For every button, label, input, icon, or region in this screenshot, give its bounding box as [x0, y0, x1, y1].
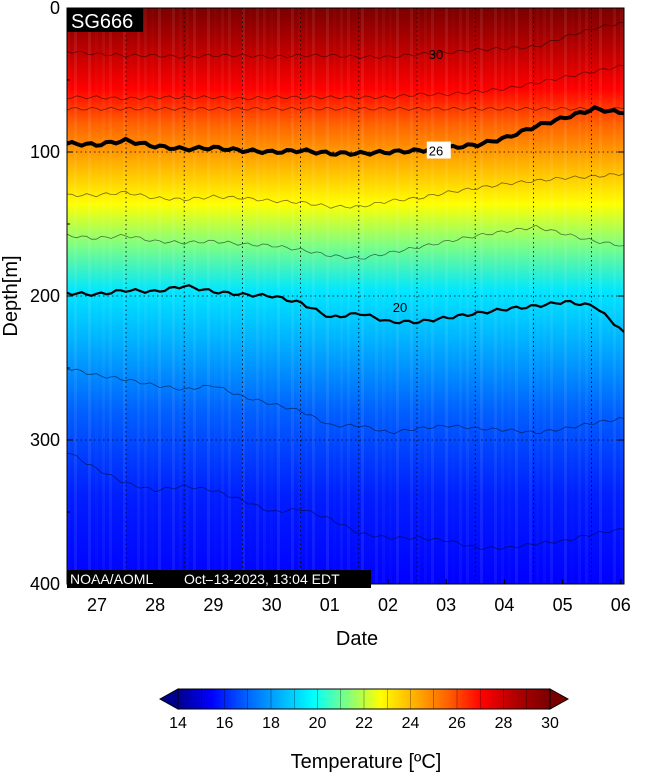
contour-label-bg — [426, 141, 451, 159]
contour-label: 26 — [429, 144, 443, 159]
colorbar-ticks: 14 16 18 20 22 24 26 28 30 — [169, 689, 559, 732]
timestamp-text: Oct–13‑2023, 13:04 EDT — [184, 571, 340, 587]
x-tick-label: 01 — [320, 595, 340, 615]
texture-stripe — [172, 8, 175, 584]
texture-stripe — [515, 8, 518, 584]
y-tick-label: 100 — [30, 142, 60, 162]
x-tick-label: 05 — [553, 595, 573, 615]
texture-stripe — [137, 8, 140, 584]
contour-line — [67, 368, 624, 435]
x-tick-label: 28 — [145, 595, 165, 615]
colorbar-tick-label: 20 — [309, 715, 327, 732]
title-badge — [67, 8, 143, 32]
contour-line — [67, 22, 624, 60]
y-tick-label: 300 — [30, 430, 60, 450]
texture-stripe — [361, 8, 364, 584]
texture-stripe — [207, 8, 210, 584]
contour-line — [67, 173, 624, 209]
texture-stripe — [487, 8, 490, 584]
colorbar-tick-label: 22 — [355, 715, 373, 732]
x-tick-label: 27 — [87, 595, 107, 615]
contour-line — [67, 106, 624, 111]
x-tick-label: 04 — [494, 595, 514, 615]
texture-stripe — [326, 8, 329, 584]
y-tick-label: 400 — [30, 574, 60, 594]
texture-stripe — [312, 8, 315, 584]
texture-stripe — [410, 8, 413, 584]
texture-stripe — [109, 8, 112, 584]
chart-title: SG666 — [71, 11, 133, 33]
contour-line — [67, 64, 624, 101]
texture-stripe — [599, 8, 602, 584]
contour-line — [67, 284, 624, 333]
colorbar-tick-label: 28 — [495, 715, 513, 732]
credit-bar — [67, 570, 371, 588]
contour-labels: 30 26 20 — [393, 47, 451, 315]
contour-line — [67, 452, 624, 551]
colorbar-high-arrow — [549, 688, 570, 710]
x-axis-ticks: 27 28 29 30 01 02 03 04 05 06 — [87, 579, 631, 615]
x-tick-label: 03 — [436, 595, 456, 615]
texture-stripe — [375, 8, 378, 584]
contour-label: 30 — [429, 47, 443, 62]
texture-stripe — [158, 8, 161, 584]
colorbar-tick-label: 26 — [448, 715, 466, 732]
texture-stripe — [74, 8, 77, 584]
texture-stripe — [144, 8, 147, 584]
texture-stripe — [459, 8, 462, 584]
y-axis-ticks: 0 100 200 300 400 — [30, 0, 624, 594]
texture-stripe — [613, 8, 616, 584]
credit-text: NOAA/AOML — [70, 571, 153, 587]
contour-label: 20 — [393, 300, 407, 315]
x-axis-title: Date — [336, 628, 378, 650]
y-axis-title: Depth[m] — [0, 255, 22, 336]
colorbar: 14 16 18 20 22 24 26 28 30 — [158, 688, 570, 732]
x-tick-label: 06 — [611, 595, 631, 615]
colorbar-tick-label: 30 — [541, 715, 559, 732]
y-tick-label: 0 — [50, 0, 60, 18]
texture-stripe — [550, 8, 553, 584]
texture-stripe — [221, 8, 224, 584]
colorbar-tick-label: 24 — [402, 715, 420, 732]
x-tick-label: 02 — [378, 595, 398, 615]
colorbar-tick-label: 16 — [216, 715, 234, 732]
texture-stripe — [123, 8, 126, 584]
x-tick-label: 29 — [203, 595, 223, 615]
x-tick-label: 30 — [262, 595, 282, 615]
texture-stripe — [396, 8, 399, 584]
colorbar-tick-label: 18 — [262, 715, 280, 732]
y-tick-label: 200 — [30, 286, 60, 306]
texture-stripe — [578, 8, 581, 584]
texture-stripe — [564, 8, 567, 584]
contour-line — [67, 224, 624, 260]
contour-line — [67, 105, 624, 157]
colorbar-low-arrow — [158, 688, 179, 710]
colorbar-tick-label: 14 — [169, 715, 187, 732]
colorbar-label: Temperature [ºC] — [291, 751, 442, 773]
isotherm-contours — [67, 22, 624, 551]
dotted-grid — [67, 8, 624, 584]
texture-stripe — [347, 8, 350, 584]
texture-stripe — [585, 8, 588, 584]
